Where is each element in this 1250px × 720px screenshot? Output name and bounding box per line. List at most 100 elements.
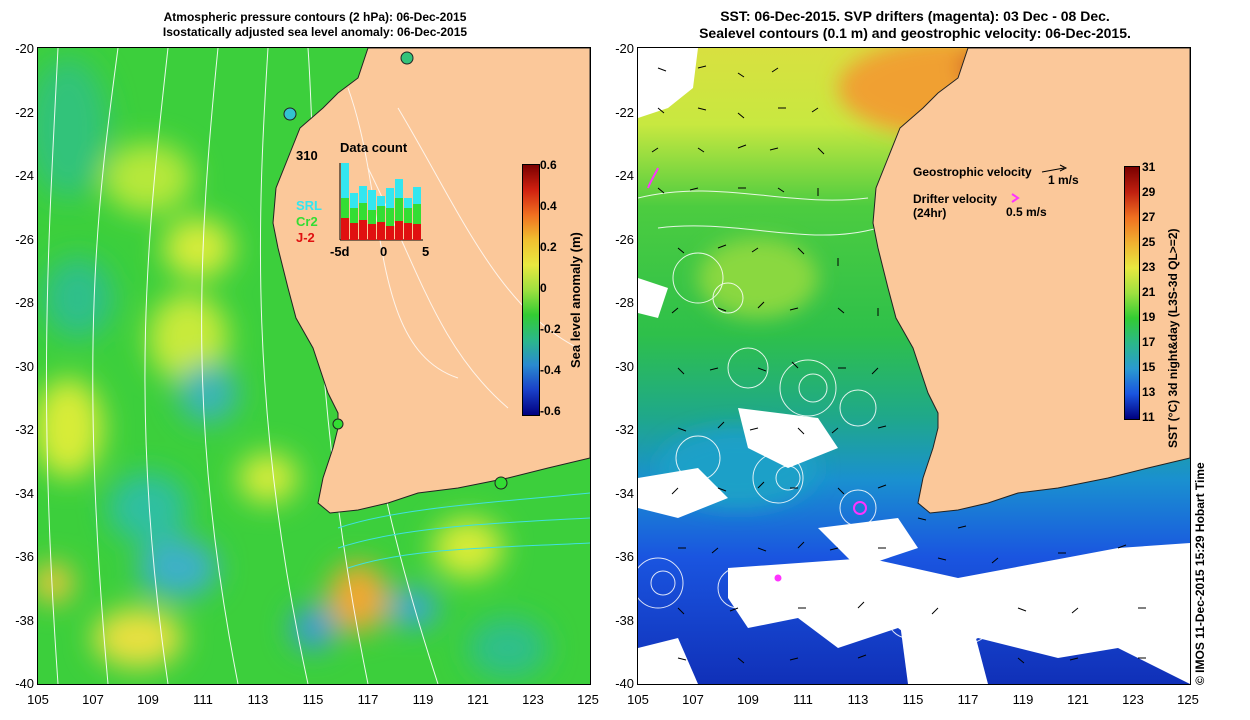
data-count-inset xyxy=(339,163,423,241)
sst-colorbar-tick: 17 xyxy=(1142,335,1156,349)
lon-tick: 113 xyxy=(247,692,269,707)
sla-colorbar-tick: 0 xyxy=(540,281,547,295)
tide-gauge-marker xyxy=(494,476,508,490)
lon-tick: 107 xyxy=(82,692,104,707)
lat-tick: -32 xyxy=(615,422,634,437)
geostrophic-scale-arrow xyxy=(1041,167,1065,173)
sst-colorbar-tick: 25 xyxy=(1142,235,1156,249)
lon-tick: 109 xyxy=(737,692,759,707)
inset-xtick: 0 xyxy=(380,244,388,259)
legend-srl: SRL xyxy=(296,198,322,213)
sea-level-anomaly-svg xyxy=(38,48,590,684)
sea-level-colorbar xyxy=(522,164,540,416)
southern-contours xyxy=(337,492,590,569)
lon-tick: 121 xyxy=(467,692,489,707)
drifter-scale-arrow xyxy=(1011,193,1020,203)
lat-tick: -24 xyxy=(15,168,34,183)
lat-tick: -38 xyxy=(615,613,634,628)
left-title-line1: Atmospheric pressure contours (2 hPa): 0… xyxy=(163,10,467,24)
lat-tick: -26 xyxy=(15,232,34,247)
sla-colorbar-tick: -0.4 xyxy=(540,363,561,377)
lon-tick: 115 xyxy=(902,692,924,707)
sst-colorbar-label: SST (°C) 3d night&day (L3S-3d QL>=2) xyxy=(1166,228,1180,449)
lon-tick: 111 xyxy=(793,692,813,707)
inset-xtick: -5d xyxy=(330,244,350,259)
data-count-bars xyxy=(341,163,421,240)
lon-tick: 117 xyxy=(357,692,379,707)
sst-colorbar-tick: 31 xyxy=(1142,160,1156,174)
sst-colorbar-tick: 29 xyxy=(1142,185,1156,199)
data-count-max-label: 310 xyxy=(296,148,318,163)
lon-tick: 113 xyxy=(847,692,869,707)
drifter-tracks xyxy=(647,167,867,582)
lon-tick: 119 xyxy=(1012,692,1034,707)
lat-tick: -30 xyxy=(615,359,634,374)
sealevel-contours xyxy=(638,190,1121,651)
legend-cr2: Cr2 xyxy=(296,214,318,229)
sst-colorbar-tick: 21 xyxy=(1142,285,1156,299)
drifter-velocity-sublabel: (24hr) xyxy=(913,206,947,220)
lat-tick: -36 xyxy=(615,549,634,564)
lat-tick: -22 xyxy=(615,105,634,120)
sst-colorbar-tick: 27 xyxy=(1142,210,1156,224)
sla-colorbar-tick: -0.2 xyxy=(540,322,561,336)
lon-tick: 115 xyxy=(302,692,324,707)
lat-tick: -34 xyxy=(615,486,634,501)
land-australia xyxy=(272,48,590,514)
lon-tick: 109 xyxy=(137,692,159,707)
lat-tick: -20 xyxy=(615,41,634,56)
lat-tick: -22 xyxy=(15,105,34,120)
lat-tick: -40 xyxy=(615,676,634,691)
land-australia xyxy=(872,48,1190,514)
right-map-title: SST: 06-Dec-2015. SVP drifters (magenta)… xyxy=(640,8,1190,42)
lat-tick: -36 xyxy=(15,549,34,564)
lat-tick: -40 xyxy=(15,676,34,691)
sla-colorbar-tick: 0.2 xyxy=(540,240,557,254)
geostrophic-arrows xyxy=(651,65,1146,664)
tide-gauge-marker xyxy=(400,51,414,65)
geostrophic-scale-value: 1 m/s xyxy=(1048,173,1079,187)
lat-tick: -32 xyxy=(15,422,34,437)
tide-gauge-marker xyxy=(332,418,344,430)
drifter-scale-value: 0.5 m/s xyxy=(1006,205,1047,219)
right-title-line2: Sealevel contours (0.1 m) and geostrophi… xyxy=(699,25,1131,41)
inset-xtick: 5 xyxy=(422,244,430,259)
geostrophic-velocity-label: Geostrophic velocity xyxy=(913,165,1032,179)
lat-tick: -24 xyxy=(615,168,634,183)
lon-tick: 123 xyxy=(1122,692,1144,707)
lat-tick: -20 xyxy=(15,41,34,56)
lon-tick: 105 xyxy=(27,692,49,707)
lon-tick: 123 xyxy=(522,692,544,707)
imos-credit: © IMOS 11-Dec-2015 15:29 Hobart Time xyxy=(1193,462,1207,685)
geostrophic-scale-arrowhead xyxy=(1059,164,1068,172)
lat-tick: -28 xyxy=(615,295,634,310)
lat-tick: -26 xyxy=(615,232,634,247)
sst-map: Geostrophic velocity 1 m/s Drifter veloc… xyxy=(637,47,1191,685)
legend-j2: J-2 xyxy=(296,230,315,245)
drifter-velocity-label: Drifter velocity xyxy=(913,192,998,206)
lat-tick: -38 xyxy=(15,613,34,628)
sst-colorbar-tick: 15 xyxy=(1142,360,1156,374)
sst-colorbar-tick: 11 xyxy=(1142,410,1155,424)
sst-colorbar-tick: 13 xyxy=(1142,385,1156,399)
sst-svg xyxy=(638,48,1190,684)
sea-level-anomaly-map: Data count 310 SRL Cr2 J-2 -5d 0 5 0.6 0… xyxy=(37,47,591,685)
sst-colorbar xyxy=(1124,166,1140,420)
lon-tick: 125 xyxy=(577,692,599,707)
lat-tick: -28 xyxy=(15,295,34,310)
land-contours xyxy=(347,87,579,409)
sla-colorbar-tick: 0.6 xyxy=(540,158,557,172)
lat-tick: -34 xyxy=(15,486,34,501)
sla-colorbar-tick: -0.6 xyxy=(540,404,561,418)
anomaly-blobs xyxy=(38,58,548,678)
tide-gauge-marker xyxy=(283,107,297,121)
sst-colorbar-tick: 23 xyxy=(1142,260,1156,274)
lat-tick: -30 xyxy=(15,359,34,374)
left-title-line2: Isostatically adjusted sea level anomaly… xyxy=(162,25,468,39)
sla-colorbar-label: Sea level anomaly (m) xyxy=(568,232,583,368)
sst-colorbar-tick: 19 xyxy=(1142,310,1156,324)
cloud-mask xyxy=(638,48,1190,684)
data-count-title: Data count xyxy=(340,140,408,155)
lon-tick: 125 xyxy=(1177,692,1199,707)
lon-tick: 105 xyxy=(627,692,649,707)
